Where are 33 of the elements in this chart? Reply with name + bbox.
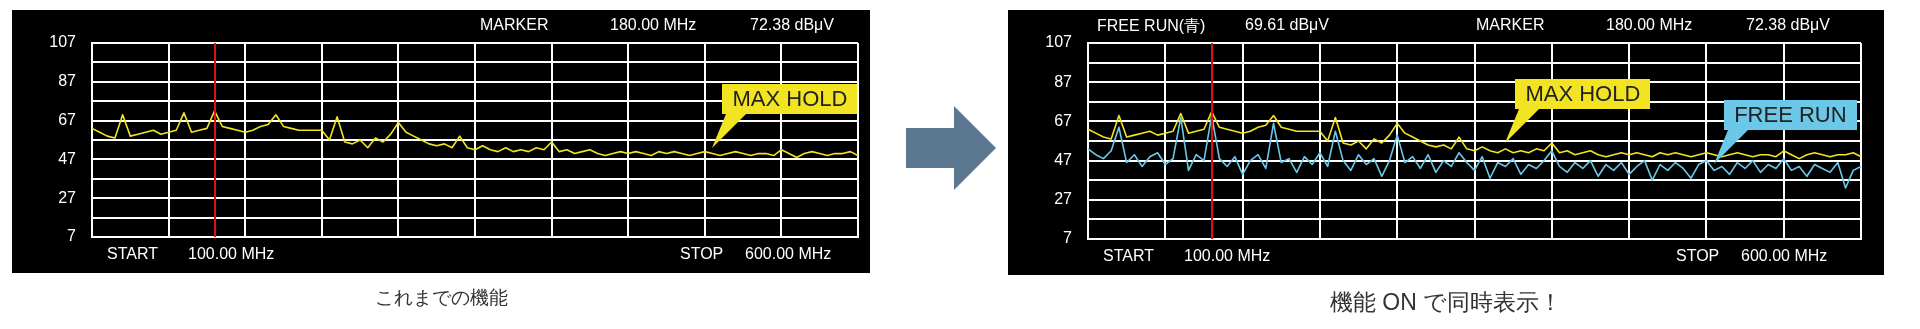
text: 72.38 dBμV — [750, 16, 834, 34]
text: STOP — [1676, 247, 1720, 265]
text: MAX HOLD — [1515, 78, 1651, 109]
text: 72.38 dBμV — [1746, 16, 1830, 34]
text: 180.00 MHz — [610, 16, 697, 34]
text: 180.00 MHz — [1606, 16, 1693, 34]
y-tick-label: 107 — [49, 33, 77, 51]
y-tick-label: 27 — [58, 188, 77, 206]
y-tick-label: 47 — [1054, 151, 1073, 169]
y-tick-label: 67 — [1054, 111, 1073, 129]
text: MARKER — [480, 16, 549, 34]
y-tick-label: 107 — [1045, 33, 1073, 51]
text: 100.00 MHz — [188, 245, 275, 263]
text: MARKER — [1476, 16, 1545, 34]
y-tick-label: 67 — [58, 111, 77, 129]
text: 機能 ON で同時表示！ — [1328, 288, 1564, 317]
text: STOP — [680, 245, 724, 263]
text: 600.00 MHz — [1741, 247, 1828, 265]
y-tick-label: 7 — [1063, 229, 1073, 247]
text: FREE RUN(青) — [1097, 16, 1206, 36]
text: START — [1103, 247, 1154, 265]
y-tick-label: 7 — [67, 227, 77, 245]
text: これまでの機能 — [373, 286, 509, 310]
y-tick-label: 27 — [1054, 190, 1073, 208]
text: 69.61 dBμV — [1245, 16, 1329, 34]
y-tick-label: 87 — [1054, 72, 1073, 90]
series-label: FREE RUN — [1724, 100, 1857, 131]
text: START — [107, 245, 158, 263]
text: 600.00 MHz — [745, 245, 832, 263]
y-tick-label: 47 — [58, 149, 77, 167]
series-label: MAX HOLD — [722, 83, 858, 114]
y-tick-label: 87 — [58, 72, 77, 90]
text: 100.00 MHz — [1184, 247, 1271, 265]
